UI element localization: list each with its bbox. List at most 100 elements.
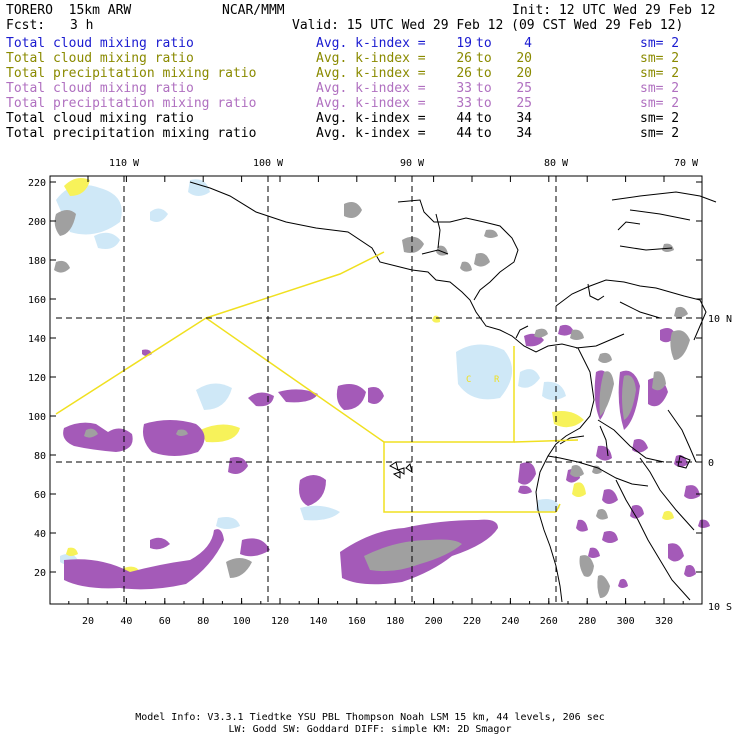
- left-grid-label: 20: [34, 568, 46, 579]
- bottom-grid-label: 240: [501, 616, 519, 627]
- bottom-grid-label: 60: [159, 616, 171, 627]
- fcst-label: Fcst:: [6, 18, 46, 33]
- precip-purple: [63, 324, 710, 590]
- legend-from: 26: [456, 51, 472, 66]
- legend-to-word: to: [476, 126, 492, 141]
- left-grid-label: 180: [28, 256, 46, 267]
- legend-from: 33: [456, 96, 472, 111]
- left-grid-label: 140: [28, 334, 46, 345]
- bottom-grid-label: 20: [82, 616, 94, 627]
- bottom-grid-label: 100: [233, 616, 251, 627]
- left-grid-label: 40: [34, 529, 46, 540]
- bottom-grid-label: 80: [197, 616, 209, 627]
- precip-gray: [54, 202, 690, 598]
- legend-from: 26: [456, 66, 472, 81]
- legend-sm: sm= 2: [640, 66, 680, 81]
- box-label-r: R: [494, 375, 500, 385]
- header-row-2: Fcst: 3 h Valid: 15 UTC Wed 29 Feb 12 (0…: [6, 18, 736, 33]
- bottom-grid-label: 280: [578, 616, 596, 627]
- legend-kindex: Avg. k-index =: [316, 66, 426, 81]
- legend-to-word: to: [476, 111, 492, 126]
- legend-to: 4: [524, 36, 532, 51]
- legend-field: Total precipitation mixing ratio: [6, 66, 257, 81]
- lon-label: 100 W: [253, 158, 284, 169]
- left-grid-label: 100: [28, 412, 46, 423]
- model-title: TORERO 15km ARW: [6, 3, 132, 18]
- bottom-grid-label: 200: [425, 616, 443, 627]
- bottom-grid-label: 260: [540, 616, 558, 627]
- precip-yellow: [64, 178, 674, 576]
- bottom-grid-label: 160: [348, 616, 366, 627]
- left-grid-label: 120: [28, 373, 46, 384]
- bottom-grid-label: 300: [617, 616, 635, 627]
- legend-field: Total cloud mixing ratio: [6, 111, 194, 126]
- legend-from: 44: [456, 111, 472, 126]
- lat-label: 0: [708, 458, 714, 469]
- axis-ticks: [50, 176, 702, 604]
- box-label-c: C: [466, 375, 471, 385]
- legend-sm: sm= 2: [640, 96, 680, 111]
- bottom-grid-label: 320: [655, 616, 673, 627]
- legend-sm: sm= 2: [640, 126, 680, 141]
- legend-field: Total precipitation mixing ratio: [6, 126, 257, 141]
- legend-to: 20: [516, 51, 532, 66]
- left-grid-label: 160: [28, 295, 46, 306]
- bottom-grid-label: 180: [386, 616, 404, 627]
- legend-sm: sm= 2: [640, 111, 680, 126]
- lon-label: 110 W: [109, 158, 140, 169]
- footer-physics-info: LW: Godd SW: Goddard DIFF: simple KM: 2D…: [228, 724, 512, 735]
- lon-label: 80 W: [544, 158, 569, 169]
- org-label: NCAR/MMM: [222, 3, 285, 18]
- legend-row: Total precipitation mixing ratio Avg. k-i…: [6, 126, 736, 141]
- legend-row: Total cloud mixing ratio Avg. k-index = 44…: [6, 111, 736, 126]
- legend-to: 25: [516, 96, 532, 111]
- legend-row: Total cloud mixing ratio Avg. k-index = 26…: [6, 51, 736, 66]
- legend-to: 34: [516, 111, 532, 126]
- header-row-1: TORERO 15km ARW NCAR/MMM Init: 12 UTC We…: [6, 3, 736, 18]
- axis-tick-labels: 220 200 180 160 140 120 100 80 60 40 20 20 40 60 80 100…: [28, 158, 732, 627]
- left-grid-label: 60: [34, 490, 46, 501]
- legend-row: Total precipitation mixing ratio Avg. k-i…: [6, 96, 736, 111]
- legend-from: 44: [456, 126, 472, 141]
- lon-label: 70 W: [674, 158, 699, 169]
- legend-field: Total precipitation mixing ratio: [6, 96, 257, 111]
- legend-from: 19: [456, 36, 472, 51]
- fcst-value: 3 h: [70, 18, 94, 33]
- lat-label: 10 S: [708, 602, 732, 613]
- legend-to: 34: [516, 126, 532, 141]
- legend-row: Total cloud mixing ratio Avg. k-index = 19…: [6, 36, 736, 51]
- legend-to: 25: [516, 81, 532, 96]
- legend-to-word: to: [476, 36, 492, 51]
- legend-kindex: Avg. k-index =: [316, 51, 426, 66]
- legend-kindex: Avg. k-index =: [316, 96, 426, 111]
- legend-row: Total precipitation mixing ratio Avg. k-i…: [6, 66, 736, 81]
- latlon-grid: [56, 176, 702, 604]
- galapagos-islands: [389, 461, 413, 479]
- legend-kindex: Avg. k-index =: [316, 36, 426, 51]
- lat-label: 10 N: [708, 314, 732, 325]
- lon-label: 90 W: [400, 158, 425, 169]
- legend-sm: sm= 2: [640, 36, 680, 51]
- legend-to-word: to: [476, 51, 492, 66]
- legend-field: Total cloud mixing ratio: [6, 81, 194, 96]
- legend-field: Total cloud mixing ratio: [6, 51, 194, 66]
- left-grid-label: 220: [28, 178, 46, 189]
- legend-to-word: to: [476, 66, 492, 81]
- left-grid-label: 200: [28, 217, 46, 228]
- bottom-grid-label: 120: [271, 616, 289, 627]
- bottom-grid-label: 220: [463, 616, 481, 627]
- legend-from: 33: [456, 81, 472, 96]
- init-time: Init: 12 UTC Wed 29 Feb 12: [512, 3, 716, 18]
- legend-kindex: Avg. k-index =: [316, 111, 426, 126]
- legend-sm: sm= 2: [640, 51, 680, 66]
- legend-to: 20: [516, 66, 532, 81]
- bottom-grid-label: 40: [120, 616, 132, 627]
- bottom-grid-label: 140: [309, 616, 327, 627]
- legend-kindex: Avg. k-index =: [316, 126, 426, 141]
- legend-kindex: Avg. k-index =: [316, 81, 426, 96]
- cloud-light-blue: [56, 179, 566, 565]
- legend-sm: sm= 2: [640, 81, 680, 96]
- left-grid-label: 80: [34, 451, 46, 462]
- legend-to-word: to: [476, 96, 492, 111]
- valid-time: Valid: 15 UTC Wed 29 Feb 12 (09 CST Wed …: [292, 18, 684, 33]
